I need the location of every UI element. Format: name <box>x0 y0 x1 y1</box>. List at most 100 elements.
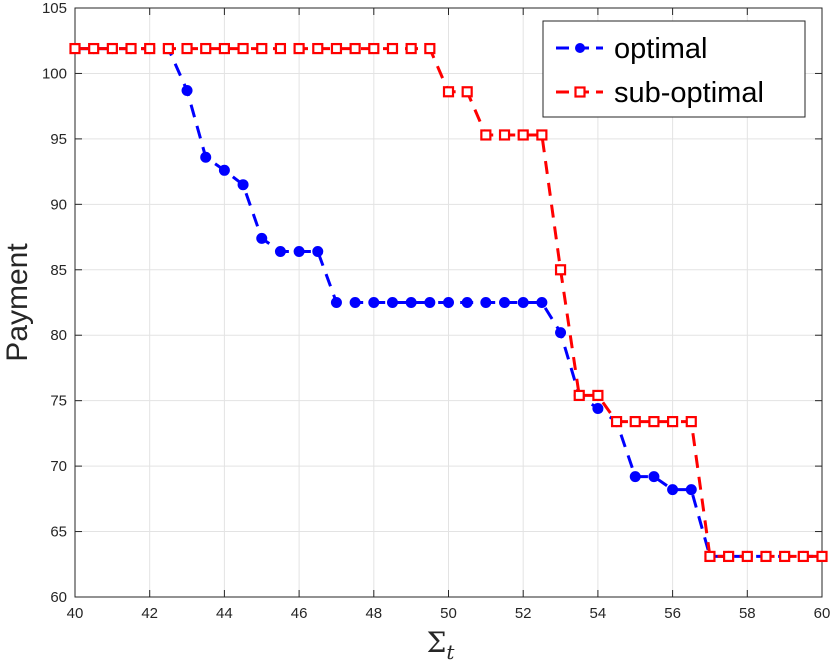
data-point-optimal <box>667 484 679 496</box>
data-point-sub-optimal <box>760 550 772 563</box>
x-tick-label: 58 <box>739 605 756 622</box>
data-point-sub-optimal <box>779 550 791 563</box>
data-point-sub-optimal <box>704 550 716 563</box>
data-point-optimal <box>536 297 548 308</box>
data-point-sub-optimal <box>368 42 380 55</box>
data-point-sub-optimal <box>461 86 473 98</box>
x-axis-label-subscript: t <box>446 640 455 662</box>
data-point-optimal <box>629 471 641 483</box>
data-point-sub-optimal <box>685 416 697 428</box>
legend-entry-optimal: optimal <box>556 33 708 65</box>
legend-label-optimal: optimal <box>614 33 708 65</box>
data-point-sub-optimal <box>536 129 548 141</box>
x-tick-label: 46 <box>291 605 308 622</box>
data-point-sub-optimal <box>274 42 287 55</box>
legend-marker-optimal <box>575 43 585 53</box>
data-point-sub-optimal <box>69 42 81 55</box>
data-point-optimal <box>200 151 212 163</box>
data-point-optimal <box>330 297 342 308</box>
data-point-optimal <box>685 484 697 496</box>
data-point-optimal <box>461 297 473 308</box>
data-point-sub-optimal <box>162 42 174 55</box>
data-point-sub-optimal <box>293 42 305 55</box>
y-tick-label: 80 <box>50 327 67 344</box>
data-point-optimal <box>555 327 567 339</box>
legend-entry-sub-optimal: sub-optimal <box>556 77 764 109</box>
data-point-sub-optimal <box>480 129 492 141</box>
data-point-sub-optimal <box>723 550 735 563</box>
data-point-optimal <box>592 403 604 415</box>
data-point-sub-optimal <box>797 550 809 563</box>
x-tick-label: 60 <box>814 605 830 622</box>
data-point-optimal <box>218 164 230 176</box>
data-point-optimal <box>499 297 511 308</box>
data-point-sub-optimal <box>256 42 268 55</box>
y-tick-label: 90 <box>50 196 67 213</box>
x-tick-label: 56 <box>664 605 681 622</box>
data-point-optimal <box>443 297 454 308</box>
data-point-sub-optimal <box>386 42 399 55</box>
x-tick-label: 40 <box>67 605 84 622</box>
legend: optimal sub-optimal <box>542 20 806 118</box>
data-point-optimal <box>256 232 268 244</box>
data-point-optimal <box>274 245 286 257</box>
y-tick-label: 100 <box>42 65 67 82</box>
y-tick-label: 105 <box>42 0 67 17</box>
data-point-sub-optimal <box>648 416 660 428</box>
y-tick-label: 95 <box>50 131 67 148</box>
series-layer <box>69 42 828 563</box>
x-tick-label: 48 <box>365 605 382 622</box>
x-tick-label: 44 <box>216 605 233 622</box>
axes-layer <box>74 7 823 598</box>
y-tick-label: 60 <box>50 589 67 606</box>
x-axis-label-main: Σ <box>427 626 447 659</box>
y-tick-label: 70 <box>50 458 67 475</box>
legend-box <box>542 20 806 118</box>
data-point-sub-optimal <box>349 42 361 55</box>
data-point-sub-optimal <box>610 416 623 428</box>
data-point-sub-optimal <box>554 264 567 276</box>
data-point-sub-optimal <box>405 42 417 55</box>
data-point-sub-optimal <box>424 42 436 55</box>
data-point-sub-optimal <box>741 550 753 563</box>
data-point-sub-optimal <box>181 42 193 55</box>
data-point-sub-optimal <box>144 42 156 55</box>
y-tick-label: 85 <box>50 262 67 279</box>
data-point-sub-optimal <box>330 42 343 55</box>
data-point-sub-optimal <box>106 42 118 55</box>
data-point-sub-optimal <box>666 416 679 428</box>
x-tick-label: 54 <box>590 605 607 622</box>
data-point-optimal <box>424 297 436 308</box>
x-tick-label: 52 <box>515 605 532 622</box>
data-point-sub-optimal <box>218 42 230 55</box>
y-tick-label: 65 <box>50 524 67 541</box>
data-point-optimal <box>237 179 249 191</box>
data-point-optimal <box>386 297 398 308</box>
legend-marker-sub-optimal <box>574 86 586 98</box>
data-point-sub-optimal <box>88 42 100 55</box>
data-point-optimal <box>480 297 492 308</box>
data-point-sub-optimal <box>312 42 324 55</box>
data-point-optimal <box>648 471 660 483</box>
legend-label-sub-optimal: sub-optimal <box>614 77 764 109</box>
data-point-sub-optimal <box>200 42 212 55</box>
data-point-sub-optimal <box>125 42 137 55</box>
data-point-optimal <box>368 297 380 308</box>
data-point-sub-optimal <box>237 42 249 55</box>
data-point-sub-optimal <box>592 389 604 402</box>
data-point-optimal <box>181 84 193 96</box>
data-point-optimal <box>405 297 417 308</box>
data-point-sub-optimal <box>629 416 641 428</box>
data-point-sub-optimal <box>573 389 585 402</box>
data-point-sub-optimal <box>517 129 529 141</box>
data-point-optimal <box>349 297 361 308</box>
data-point-sub-optimal <box>816 550 828 563</box>
data-point-optimal <box>293 245 305 257</box>
y-axis-label: Payment <box>1 243 34 362</box>
data-point-optimal <box>517 297 529 308</box>
data-point-optimal <box>312 245 324 257</box>
series-sub-optimal <box>69 42 828 563</box>
